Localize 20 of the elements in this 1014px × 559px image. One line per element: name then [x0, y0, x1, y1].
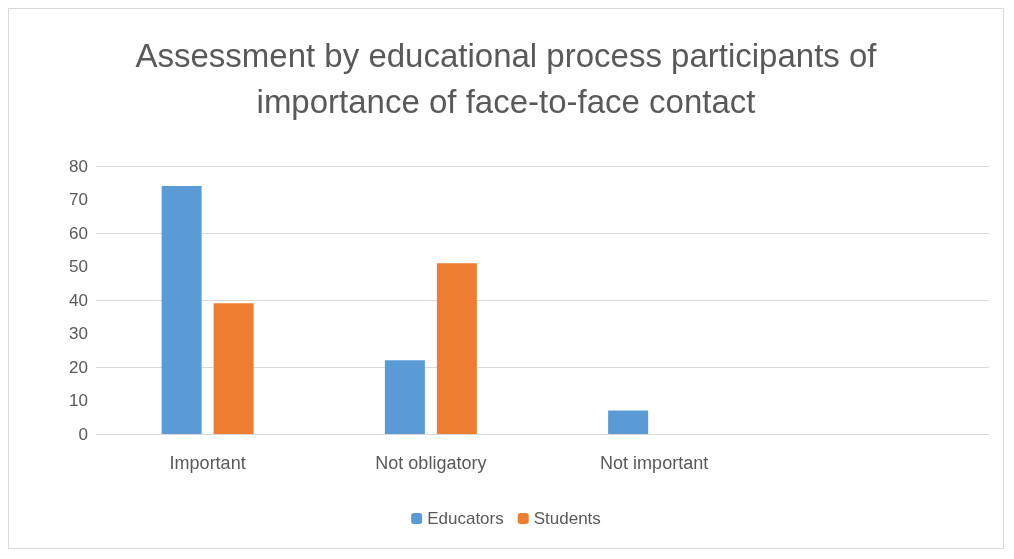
legend-label: Students — [533, 509, 601, 528]
bar — [384, 360, 425, 434]
bar — [161, 186, 202, 434]
y-tick-label: 20 — [69, 357, 88, 377]
y-tick-label: 30 — [69, 324, 88, 343]
x-tick-label: Important — [169, 453, 246, 473]
y-tick-label: 0 — [78, 424, 88, 444]
y-tick-label: 50 — [69, 257, 88, 276]
y-tick-label: 40 — [69, 290, 88, 310]
x-tick-label: Not important — [600, 453, 709, 473]
y-tick-label: 10 — [69, 391, 88, 410]
chart-title: Assessment by educational process participants of importance of face-to-face contact — [135, 36, 878, 120]
bar — [436, 263, 477, 434]
y-tick-label: 80 — [69, 156, 88, 176]
y-tick-label: 60 — [69, 223, 88, 243]
x-tick-label: Not obligatory — [375, 453, 487, 473]
bar — [608, 410, 649, 434]
bar — [213, 303, 254, 434]
y-tick-label: 70 — [69, 190, 88, 209]
legend-label: Educators — [427, 509, 504, 528]
